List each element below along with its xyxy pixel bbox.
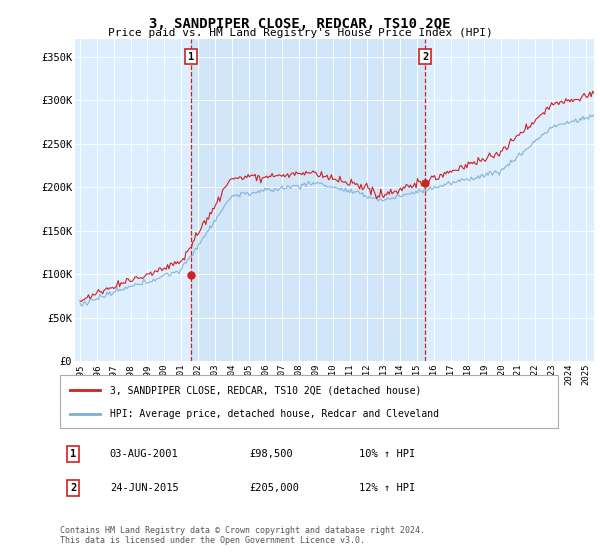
Text: Price paid vs. HM Land Registry's House Price Index (HPI): Price paid vs. HM Land Registry's House …	[107, 28, 493, 38]
Text: £98,500: £98,500	[249, 449, 293, 459]
Text: 03-AUG-2001: 03-AUG-2001	[110, 449, 179, 459]
Text: HPI: Average price, detached house, Redcar and Cleveland: HPI: Average price, detached house, Redc…	[110, 408, 439, 418]
Text: 1: 1	[70, 449, 76, 459]
Text: 2: 2	[422, 52, 428, 62]
Text: 2: 2	[70, 483, 76, 493]
Text: £205,000: £205,000	[249, 483, 299, 493]
Bar	[191, 39, 425, 361]
Text: 24-JUN-2015: 24-JUN-2015	[110, 483, 179, 493]
Text: 1: 1	[188, 52, 194, 62]
Text: 3, SANDPIPER CLOSE, REDCAR, TS10 2QE (detached house): 3, SANDPIPER CLOSE, REDCAR, TS10 2QE (de…	[110, 385, 421, 395]
Text: This data is licensed under the Open Government Licence v3.0.: This data is licensed under the Open Gov…	[60, 536, 365, 545]
Text: 3, SANDPIPER CLOSE, REDCAR, TS10 2QE: 3, SANDPIPER CLOSE, REDCAR, TS10 2QE	[149, 17, 451, 31]
Text: 10% ↑ HPI: 10% ↑ HPI	[359, 449, 415, 459]
Text: Contains HM Land Registry data © Crown copyright and database right 2024.: Contains HM Land Registry data © Crown c…	[60, 526, 425, 535]
Text: 12% ↑ HPI: 12% ↑ HPI	[359, 483, 415, 493]
FancyBboxPatch shape	[60, 375, 558, 428]
